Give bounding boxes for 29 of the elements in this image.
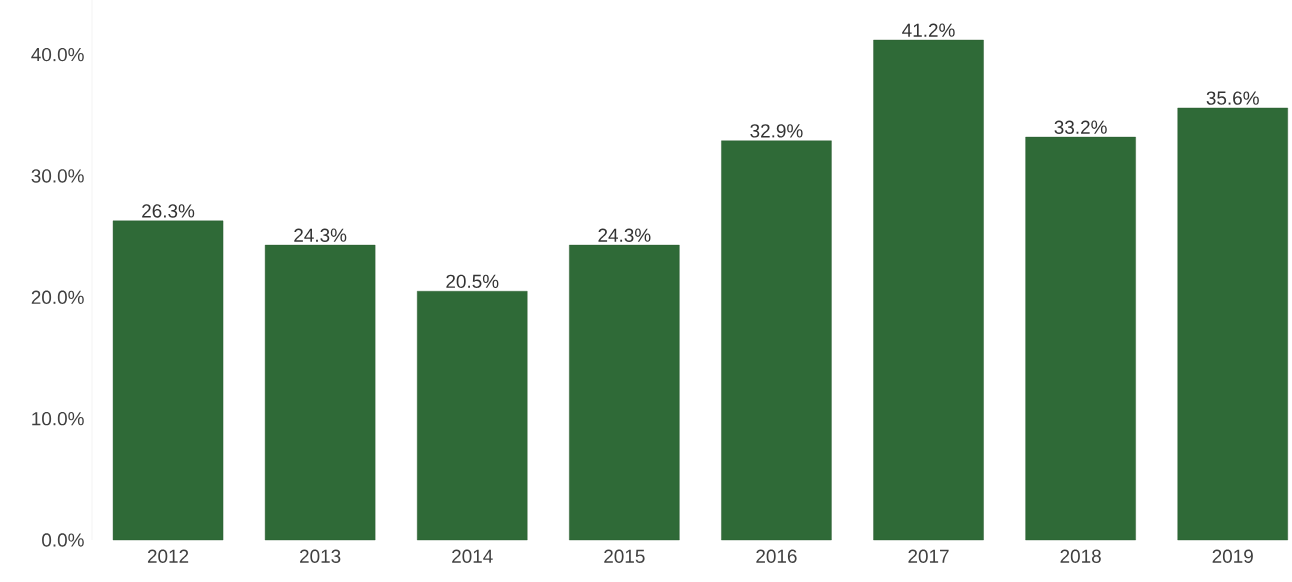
y-tick-label: 0.0% — [42, 533, 84, 547]
x-tick-label: 2014 — [452, 549, 493, 563]
data-label: 20.5% — [446, 274, 499, 289]
data-label: 24.3% — [294, 228, 347, 242]
bar — [569, 244, 680, 541]
x-tick-label: 2019 — [1212, 549, 1253, 563]
data-label: 24.3% — [598, 228, 651, 242]
y-tick-label: 10.0% — [32, 411, 84, 426]
bar — [1025, 136, 1136, 541]
x-tick-label: 2015 — [604, 549, 645, 563]
data-label: 32.9% — [750, 124, 803, 138]
bar — [112, 220, 224, 541]
data-label: 26.3% — [142, 204, 195, 218]
y-tick-label: 40.0% — [31, 47, 84, 62]
x-tick-label: 2016 — [756, 549, 797, 563]
bar — [264, 244, 376, 541]
x-tick-label: 2012 — [147, 549, 189, 563]
bar — [721, 140, 832, 541]
x-tick-label: 2017 — [908, 549, 949, 563]
data-label: 41.2% — [902, 23, 955, 37]
bar — [1177, 107, 1288, 541]
x-tick-label: 2018 — [1060, 549, 1101, 563]
y-tick-label: 20.0% — [31, 290, 84, 304]
data-label: 35.6% — [1206, 91, 1259, 105]
x-tick-label: 2013 — [300, 549, 341, 563]
data-label: 33.2% — [1054, 120, 1107, 134]
bar — [873, 39, 984, 541]
y-tick-label: 30.0% — [31, 169, 84, 183]
bar — [417, 291, 528, 541]
